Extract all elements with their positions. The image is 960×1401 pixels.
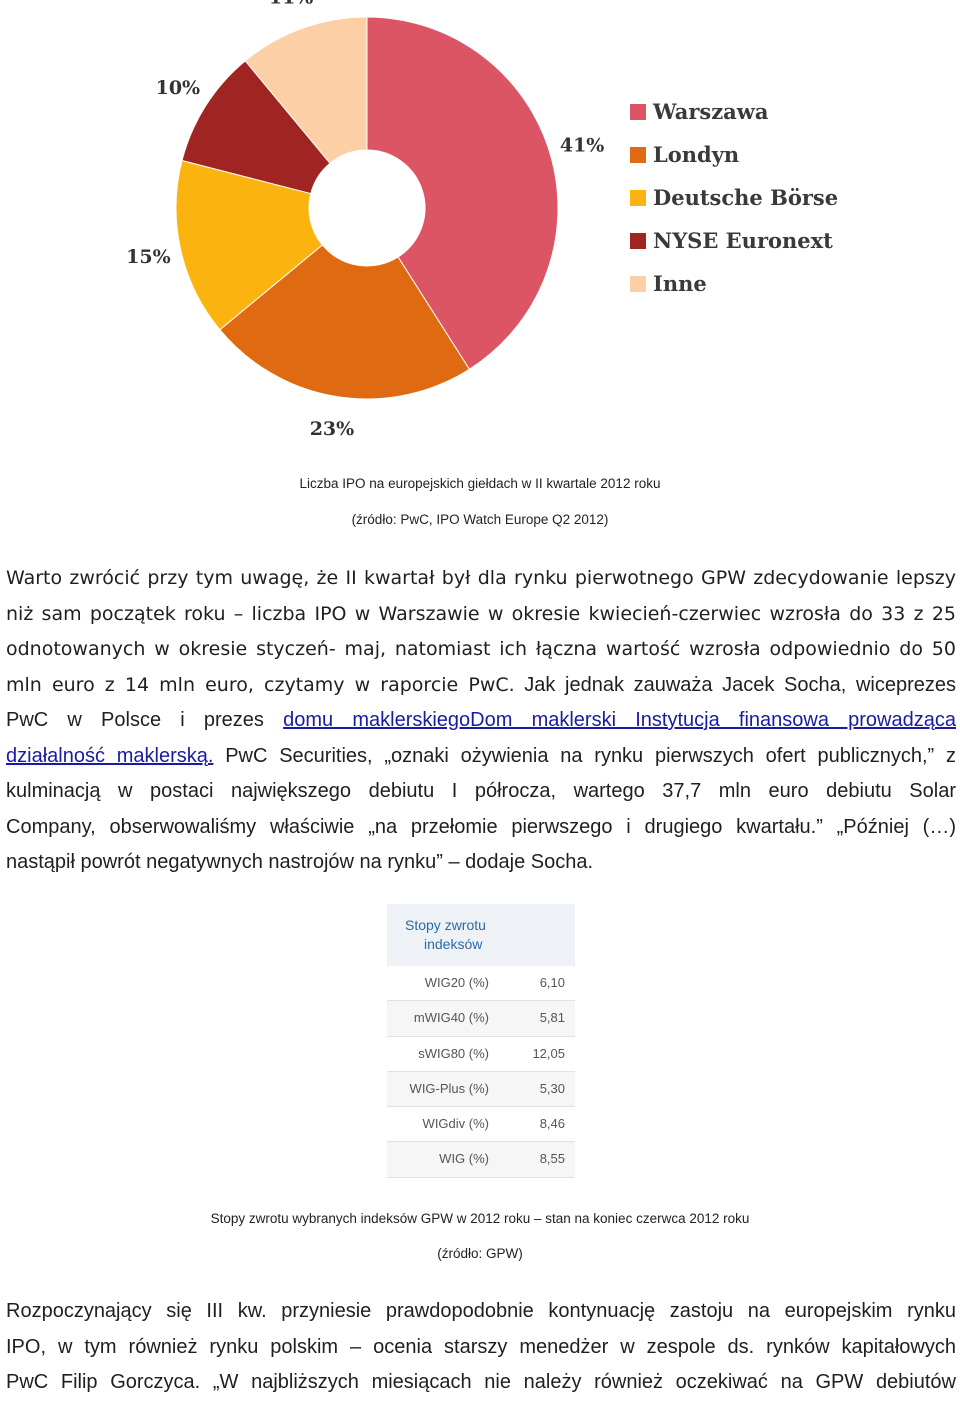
slice-percent-label: 10% — [156, 77, 201, 99]
ipo-donut-chart: 41% 23% 15% 10% 11% Warszawa Londyn Deutsche… — [0, 0, 960, 450]
legend-item-londyn: Londyn — [630, 133, 838, 176]
slice-percent-label: 11% — [269, 0, 314, 8]
table-row: WIG (%) 8,55 — [387, 1142, 575, 1178]
table-header: Stopy zwrotu indeksów — [387, 904, 575, 966]
table-row: mWIG40 (%) 5,81 — [387, 1001, 575, 1037]
table-row: WIG-Plus (%) 5,30 — [387, 1071, 575, 1108]
text-line: niż sam początek roku – liczba IPO w War… — [6, 602, 956, 625]
text-line: IPO, w tym również rynku polskim – oceni… — [6, 1335, 956, 1358]
legend-item-deutsche-borse: Deutsche Börse — [630, 176, 838, 219]
index-returns-table: Stopy zwrotu indeksów WIG20 (%) 6,10 mWI… — [387, 904, 575, 1178]
article-paragraph-2: Rozpoczynający się III kw. przyniesie pr… — [6, 1294, 956, 1401]
table-row: sWIG80 (%) 12,05 — [387, 1037, 575, 1072]
donut-slice-warszawa — [366, 16, 559, 370]
index-return: 12,05 — [532, 1045, 565, 1061]
text-line: działalność maklerską. PwC Securities, „… — [6, 739, 956, 775]
index-return: 5,81 — [539, 1010, 565, 1026]
table-header-line: Stopy zwrotu — [405, 917, 486, 933]
chart-caption: Liczba IPO na europejskich giełdach w II… — [299, 476, 661, 491]
legend-item-warszawa: Warszawa — [630, 90, 838, 133]
table-source: (źródło: GPW) — [437, 1246, 523, 1261]
legend-label: NYSE Euronext — [653, 228, 833, 253]
donut-slice-londyn — [219, 244, 471, 400]
donut-slice-nyse-euronext — [181, 60, 331, 195]
text-line: kulminacją w postaci największego debiut… — [6, 780, 956, 802]
slice-percent-label: 41% — [560, 135, 605, 157]
text-segment: Jak jednak zauważa Jacek Socha, wiceprez… — [514, 673, 956, 696]
legend-swatch — [630, 103, 646, 120]
legend-swatch — [630, 189, 646, 206]
table-header-line: indeksów — [424, 936, 483, 952]
slice-percent-label: 15% — [126, 246, 171, 268]
chart-legend: Warszawa Londyn Deutsche Börse NYSE Euro… — [630, 90, 838, 305]
article-paragraph-1: Warto zwrócić przy tym uwagę, że II kwar… — [6, 561, 956, 881]
chart-source: (źródło: PwC, IPO Watch Europe Q2 2012) — [351, 512, 609, 527]
text-line: PwC Filip Gorczyca. „W najbliższych mies… — [6, 1371, 956, 1393]
index-return: 8,46 — [539, 1116, 565, 1132]
table-caption: Stopy zwrotu wybranych indeksów GPW w 20… — [210, 1211, 750, 1226]
text-line: PwC w Polsce i prezes domu maklerskiegoD… — [6, 703, 956, 739]
legend-label: Inne — [653, 271, 707, 296]
donut-svg: 41% 23% 15% 10% 11% — [126, 0, 605, 440]
legend-swatch — [630, 146, 646, 163]
broker-link[interactable]: domu maklerskiegoDom maklerski Instytucj… — [283, 709, 956, 731]
text-line: nastąpił powrót negatywnych nastrojów na… — [6, 851, 594, 873]
broker-link-continued[interactable]: działalność maklerską. — [6, 744, 214, 767]
donut-slice-deutsche-b-rse — [175, 159, 324, 331]
index-return: 8,55 — [539, 1151, 565, 1167]
table-row: WIG20 (%) 6,10 — [387, 966, 575, 1002]
text-segment: mln euro z 14 mln euro, czytamy w raporc… — [6, 673, 515, 696]
legend-item-inne: Inne — [630, 262, 838, 305]
legend-label: Londyn — [653, 142, 740, 167]
legend-swatch — [630, 275, 646, 292]
table-body: WIG20 (%) 6,10 mWIG40 (%) 5,81 sWIG80 (%… — [387, 966, 575, 1178]
legend-label: Deutsche Börse — [653, 185, 839, 210]
text-line: odnotowanych w okresie styczeń- maj, nat… — [6, 638, 956, 660]
index-name: WIG (%) — [439, 1151, 489, 1167]
text-line: Rozpoczynający się III kw. przyniesie pr… — [6, 1300, 956, 1322]
index-name: WIG20 (%) — [424, 975, 489, 990]
index-name: WIGdiv (%) — [422, 1116, 489, 1132]
index-name: sWIG80 (%) — [418, 1045, 489, 1061]
text-segment: PwC w Polsce i prezes — [6, 709, 284, 731]
legend-swatch — [630, 232, 646, 249]
text-segment: PwC Securities, „oznaki ożywienia na ryn… — [213, 744, 956, 767]
donut-slice-inne — [244, 16, 368, 165]
text-line: mln euro z 14 mln euro, czytamy w raporc… — [6, 668, 956, 704]
index-return: 6,10 — [539, 975, 565, 990]
text-line: Warto zwrócić przy tym uwagę, że II kwar… — [6, 567, 956, 589]
table-row: WIGdiv (%) 8,46 — [387, 1107, 575, 1143]
index-name: WIG-Plus (%) — [409, 1080, 489, 1096]
index-name: mWIG40 (%) — [413, 1010, 489, 1026]
legend-label: Warszawa — [653, 99, 769, 124]
legend-item-nyse-euronext: NYSE Euronext — [630, 219, 838, 262]
index-return: 5,30 — [539, 1080, 565, 1096]
slice-percent-label: 23% — [310, 418, 355, 440]
text-line: Company, obserwowaliśmy właściwie „na pr… — [6, 815, 956, 838]
